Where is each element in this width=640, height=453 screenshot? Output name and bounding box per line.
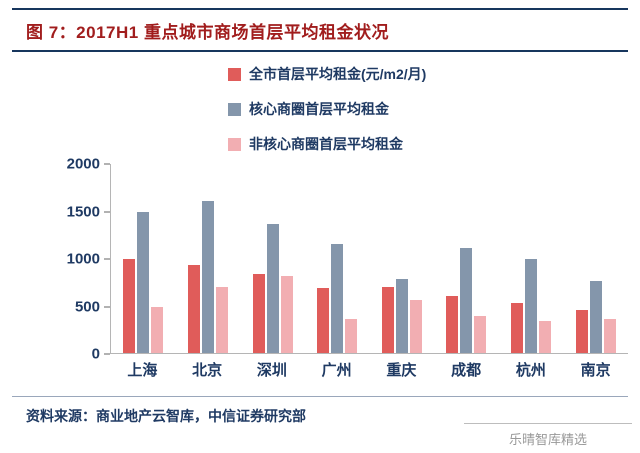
bar	[345, 318, 358, 353]
title-top-rule	[12, 8, 628, 10]
legend-label: 非核心商圈首层平均租金	[249, 136, 403, 152]
y-tick-mark	[104, 211, 110, 212]
x-tick-label: 上海	[127, 362, 158, 379]
bar	[215, 286, 228, 353]
legend-label: 全市首层平均租金(元/m2/月)	[249, 66, 427, 82]
source-note: 资料来源：商业地产云智库，中信证券研究部	[26, 408, 306, 424]
x-tick-label: 南京	[580, 362, 611, 379]
y-tick-value: 0	[91, 345, 100, 363]
figure-title: 图 7：2017H1 重点城市商场首层平均租金状况	[26, 23, 389, 42]
bar-group	[111, 164, 176, 353]
bar	[409, 300, 422, 353]
x-tick-label: 北京	[192, 362, 223, 379]
chart-legend: 全市首层平均租金(元/m2/月) 核心商圈首层平均租金 非核心商圈首层平均租金	[228, 64, 640, 154]
bar-group	[240, 164, 305, 353]
x-tick-label: 重庆	[386, 362, 417, 379]
x-tick-label: 成都	[451, 362, 482, 379]
bar	[266, 224, 279, 353]
bar	[474, 316, 487, 353]
legend-item: 核心商圈首层平均租金	[228, 99, 640, 119]
bar	[525, 259, 538, 353]
watermark-line	[464, 423, 632, 424]
bar-group	[499, 164, 564, 353]
x-tick-label: 广州	[321, 362, 352, 379]
bar	[539, 320, 552, 353]
x-axis-labels: 上海 北京 深圳 广州 重庆 成都 杭州 南京	[110, 359, 628, 380]
bar-group	[370, 164, 435, 353]
y-tick-value: 1000	[66, 250, 100, 268]
bar	[331, 244, 344, 353]
watermark-label: 乐晴智库精选	[508, 432, 587, 447]
bar	[123, 259, 136, 353]
source-divider	[12, 396, 628, 397]
y-tick-mark	[104, 353, 110, 355]
bar	[151, 306, 164, 353]
y-tick-label: 1000	[67, 251, 110, 268]
legend-swatch	[228, 137, 241, 151]
y-tick-mark	[104, 163, 110, 165]
plot-area	[110, 164, 628, 354]
bar	[201, 200, 214, 353]
legend-item: 非核心商圈首层平均租金	[228, 134, 640, 154]
bar	[317, 287, 330, 353]
y-tick-value: 2000	[66, 155, 100, 173]
y-tick-value: 1500	[66, 203, 100, 220]
bar	[187, 265, 200, 353]
y-axis: 0 500 1000 1500 2000	[58, 156, 110, 363]
bar	[511, 302, 524, 353]
legend-swatch	[228, 102, 241, 116]
legend-item: 全市首层平均租金(元/m2/月)	[228, 64, 640, 84]
y-tick-value: 500	[74, 298, 100, 315]
bar-group	[176, 164, 241, 353]
y-tick-label: 2000	[67, 156, 110, 173]
bar	[395, 279, 408, 353]
x-tick-label: 深圳	[256, 362, 287, 379]
bar	[252, 273, 265, 353]
legend-label: 核心商圈首层平均租金	[249, 101, 389, 117]
y-tick-mark	[104, 306, 110, 307]
bar	[575, 309, 588, 353]
y-tick-label: 500	[75, 298, 110, 315]
legend-swatch	[228, 67, 241, 81]
watermark: 乐晴智库精选	[464, 423, 632, 448]
bar	[603, 318, 616, 353]
bar	[589, 281, 602, 353]
bar	[137, 212, 150, 353]
bar-group	[563, 164, 628, 353]
bar-group	[434, 164, 499, 353]
y-tick-label: 0	[92, 346, 110, 363]
x-tick-label: 杭州	[515, 362, 546, 379]
bar	[460, 248, 473, 353]
bar	[446, 296, 459, 353]
y-tick-label: 1500	[67, 203, 110, 220]
x-axis: 上海 北京 深圳 广州 重庆 成都 杭州 南京	[58, 359, 628, 380]
title-bottom-rule	[12, 50, 628, 52]
y-tick-mark	[104, 258, 110, 260]
bar-group	[305, 164, 370, 353]
bar	[381, 286, 394, 353]
bar	[280, 276, 293, 353]
bar-chart: 0 500 1000 1500 2000	[58, 156, 628, 363]
